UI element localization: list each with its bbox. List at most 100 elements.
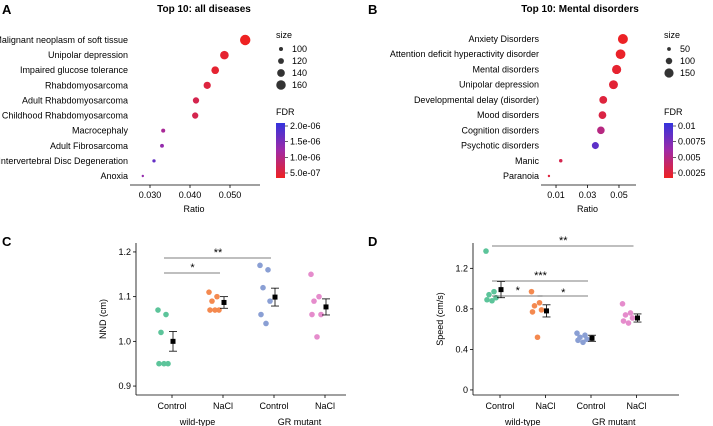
significance-label: * xyxy=(190,262,195,274)
mean-marker xyxy=(323,304,329,310)
category-label: Rhabdomyosarcoma xyxy=(45,80,128,90)
data-point xyxy=(265,267,271,273)
panel-b-title: Top 10: Mental disorders xyxy=(521,4,639,15)
data-point xyxy=(192,112,199,119)
data-point xyxy=(257,262,263,269)
data-point xyxy=(165,360,171,367)
category-label: Macrocephaly xyxy=(72,126,129,136)
data-point xyxy=(155,307,161,313)
x-tick-label: 0.05 xyxy=(610,190,628,200)
data-point xyxy=(547,174,551,178)
color-bar xyxy=(276,123,285,178)
size-legend-label: 160 xyxy=(292,80,307,90)
group-label: Control xyxy=(576,401,605,411)
data-point xyxy=(599,95,608,104)
group-label: NaCl xyxy=(315,401,335,411)
data-point xyxy=(622,312,629,318)
group-label: NaCl xyxy=(626,401,646,411)
panel-letter-d: D xyxy=(368,234,377,249)
data-point xyxy=(160,143,164,148)
group-label: Control xyxy=(259,401,288,411)
group-label: NaCl xyxy=(535,401,555,411)
data-point xyxy=(584,336,590,343)
color-legend-label: 0.01 xyxy=(678,121,696,131)
category-label: Malignant neoplasm of soft tissue xyxy=(0,35,128,45)
category-label: Manic xyxy=(515,156,540,166)
panel-c-stripplot: C 0.9 1.0 1.1 1.2 NND (cm) Control NaCl Control… xyxy=(2,234,346,426)
mean-marker xyxy=(544,308,549,314)
color-legend-label: 0.0075 xyxy=(678,137,706,147)
size-legend-title: size xyxy=(664,30,680,40)
data-point xyxy=(528,288,535,295)
data-point xyxy=(211,66,220,75)
data-point xyxy=(163,311,169,318)
y-tick-label: 0.9 xyxy=(118,381,131,391)
color-bar xyxy=(664,123,673,178)
size-legend-label: 120 xyxy=(292,56,307,66)
panel-d-stripplot: D 0 0.4 0.8 1.2 Speed (cm/s) Control NaCl Contr… xyxy=(368,234,679,426)
data-point xyxy=(559,159,563,163)
data-point xyxy=(141,174,144,178)
data-point xyxy=(536,299,543,306)
mean-marker xyxy=(589,335,595,341)
size-legend-label: 150 xyxy=(680,68,695,78)
x-axis-title: Ratio xyxy=(183,204,204,214)
data-point xyxy=(207,307,213,313)
mean-marker xyxy=(170,338,176,344)
category-label: Psychotic disorders xyxy=(461,141,540,151)
mean-marker xyxy=(221,299,227,305)
size-legend-dot xyxy=(278,46,284,52)
data-point xyxy=(212,307,218,313)
data-point xyxy=(263,320,269,327)
data-point xyxy=(612,64,622,75)
category-label: Anoxia xyxy=(100,171,128,181)
significance-label: ** xyxy=(214,247,223,259)
data-point xyxy=(619,301,626,307)
data-point xyxy=(625,320,632,326)
size-legend-dot xyxy=(276,80,286,90)
size-legend-label: 100 xyxy=(680,56,695,66)
data-point xyxy=(152,159,156,163)
data-point xyxy=(534,334,541,341)
data-point xyxy=(609,80,618,90)
x-axis-title: Ratio xyxy=(577,204,598,214)
size-legend-title: size xyxy=(276,30,292,40)
data-point xyxy=(483,248,489,254)
data-point xyxy=(489,297,495,304)
y-tick-label: 1.1 xyxy=(118,292,131,302)
panel-a-dotplot: A Top 10: all diseases Malignant neoplas… xyxy=(0,2,321,214)
data-point xyxy=(491,288,497,295)
significance-label: *** xyxy=(534,270,548,282)
color-legend-label: 0.0025 xyxy=(678,168,706,178)
genotype-label: wild-type xyxy=(504,417,541,426)
mean-marker xyxy=(498,287,504,293)
category-label: Paranoia xyxy=(503,171,539,181)
size-legend-dot xyxy=(664,68,674,78)
data-point xyxy=(161,360,167,367)
category-label: Adult Rhabdomyosarcoma xyxy=(22,95,128,105)
data-point xyxy=(203,81,211,89)
category-label: Mental disorders xyxy=(472,64,539,74)
data-point xyxy=(538,307,545,313)
data-point xyxy=(267,298,273,304)
significance-label: * xyxy=(516,285,521,297)
data-point xyxy=(192,97,200,104)
data-point xyxy=(484,296,490,303)
significance-label: ** xyxy=(559,235,568,247)
color-legend-label: 0.005 xyxy=(678,152,701,162)
mean-marker xyxy=(272,294,278,300)
y-tick-label: 1.2 xyxy=(455,263,468,273)
data-point xyxy=(531,303,538,309)
panel-b-dotplot: B Top 10: Mental disorders Anxiety Disor… xyxy=(368,2,706,214)
genotype-label: wild-type xyxy=(179,417,216,426)
data-point xyxy=(615,49,626,60)
data-point xyxy=(529,309,536,315)
data-point xyxy=(260,284,266,291)
size-legend-dot xyxy=(277,69,285,77)
y-tick-label: 0 xyxy=(463,385,468,395)
size-legend-label: 140 xyxy=(292,68,307,78)
data-point xyxy=(258,311,264,318)
y-axis-title: NND (cm) xyxy=(98,299,108,339)
category-label: Anxiety Disorders xyxy=(468,34,539,44)
